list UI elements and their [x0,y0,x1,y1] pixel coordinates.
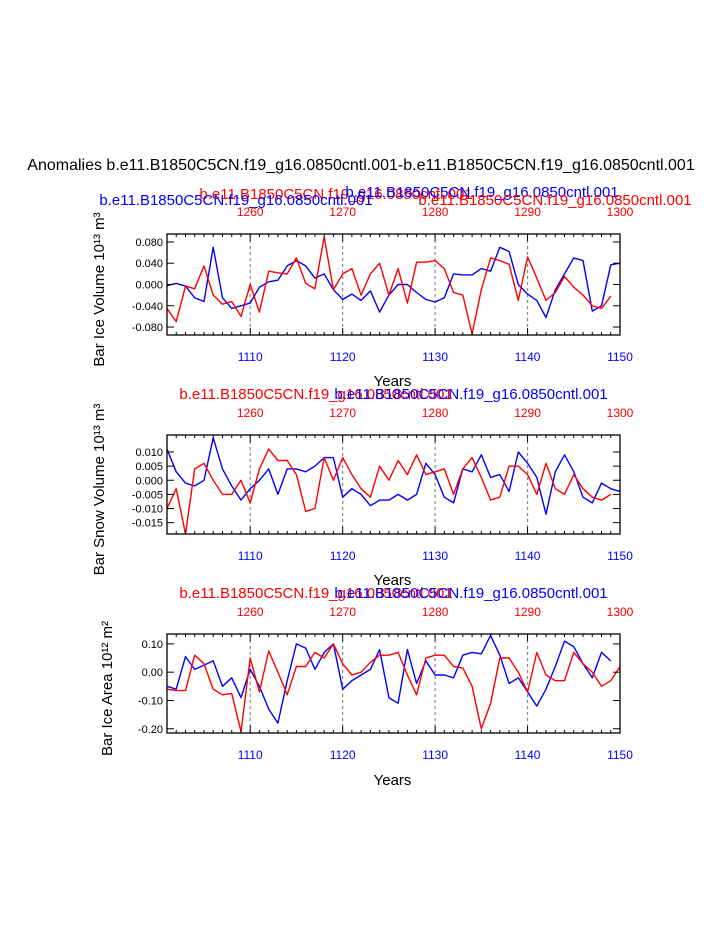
y-tick-label: -0.20 [138,724,163,736]
x-bottom-tick-label: 1120 [330,350,356,364]
x-bottom-tick-label: 1110 [238,350,263,364]
y-tick-label: -0.005 [132,489,163,501]
series-line-red [166,235,612,335]
x-axis-title: Years [374,772,412,789]
plot-frame [166,434,621,535]
panel-snow-volume: b.e11.B1850C5CN.f19_g16.0850cntl.001 b.e… [179,386,607,403]
y-tick-label: 0.080 [135,237,163,249]
panel1-title-blue: b.e11.B1850C5CN.f19_g16.0850cntl.001 [99,192,372,209]
x-bottom-tick-label: 1150 [607,350,633,364]
x-top-tick-label: 1300 [607,605,634,619]
x-bottom-tick-label: 1130 [422,549,448,563]
series-line-blue [166,437,621,515]
plot-frame [166,633,621,734]
x-bottom-tick-label: 1120 [330,748,356,762]
y-tick-label: -0.10 [138,695,163,707]
panel1-title-red-overlap: b.e11.B1850C5CN.f19_g16.0850cntl.001 [199,186,472,203]
x-top-tick-label: 1280 [422,205,449,219]
y-tick-label: 0.10 [142,639,163,651]
y-axis-title: Bar Snow Volume 10¹³ m³ [91,404,108,576]
x-bottom-tick-label: 1140 [515,350,541,364]
chart-1: -0.080 -0.040 0.000 0.040 0.080 1110 1120 1130 1… [91,205,634,390]
panel2-title-red: b.e11.B1850C5CN.f19_g16.0850cntl.001 [179,386,452,403]
y-axis-title: Bar Ice Volume 10¹³ m³ [91,212,108,366]
x-axis-title: Years [374,373,412,390]
x-top-tick-label: 1260 [237,205,264,219]
y-tick-label: -0.080 [132,322,163,334]
x-bottom-tick-label: 1140 [515,748,541,762]
panel1-title-blue-overlap: b.e11.B1850C5CN.f19_g16.0850cntl.001 [345,184,618,201]
panel-ice-area: b.e11.B1850C5CN.f19_g16.0850cntl.001 b.e… [179,585,607,602]
x-bottom-tick-label: 1140 [515,549,541,563]
y-tick-label: 0.010 [135,447,163,459]
x-top-tick-label: 1300 [607,205,634,219]
x-bottom-tick-label: 1130 [422,350,448,364]
x-top-tick-label: 1280 [422,406,449,420]
panel3-title-red: b.e11.B1850C5CN.f19_g16.0850cntl.001 [179,585,452,602]
x-top-tick-label: 1300 [607,406,634,420]
x-bottom-tick-label: 1130 [422,748,448,762]
x-top-tick-label: 1260 [237,406,264,420]
y-tick-label: 0.040 [135,258,163,270]
figure-title: Anomalies b.e11.B1850C5CN.f19_g16.0850cn… [27,157,695,174]
y-tick-label: -0.015 [132,518,163,530]
x-bottom-tick-label: 1110 [238,549,263,563]
x-axis-title: Years [374,572,412,589]
x-top-tick-label: 1290 [514,605,541,619]
x-bottom-tick-label: 1110 [238,748,263,762]
y-tick-label: -0.040 [132,301,163,313]
x-top-tick-label: 1280 [422,605,449,619]
y-tick-label: -0.010 [132,504,163,516]
plot-frame [166,233,621,336]
plot-layer: -0.080 -0.040 0.000 0.040 0.080 1110 1120 1130 1… [91,205,634,789]
x-bottom-tick-label: 1150 [607,748,633,762]
x-top-tick-label: 1290 [514,406,541,420]
y-tick-label: 0.005 [135,461,163,473]
y-tick-label: 0.000 [135,280,163,292]
panel3-title-blue: b.e11.B1850C5CN.f19_g16.0850cntl.001 [334,585,607,602]
y-tick-label: 0.00 [142,667,163,679]
panel1-title-red: b.e11.B1850C5CN.f19_g16.0850cntl.001 [418,192,691,209]
series-line-red [166,643,621,733]
x-top-tick-label: 1290 [514,205,541,219]
series-line-red [166,448,612,535]
series-line-blue [166,246,621,319]
x-top-tick-label: 1270 [329,605,356,619]
x-bottom-tick-label: 1150 [607,549,633,563]
x-bottom-tick-label: 1120 [330,549,356,563]
y-axis-title: Bar Ice Area 10¹² m² [99,621,116,756]
x-top-tick-label: 1260 [237,605,264,619]
panel-ice-volume: b.e11.B1850C5CN.f19_g16.0850cntl.001 b.e… [99,184,691,209]
chart-3: -0.20 -0.10 0.00 0.10 1110 1120 1130 1140 1150 12… [99,605,634,789]
chart-2: -0.015 -0.010 -0.005 0.000 0.005 0.010 1110 112… [91,404,634,589]
panel2-title-blue: b.e11.B1850C5CN.f19_g16.0850cntl.001 [334,386,607,403]
x-top-tick-label: 1270 [329,406,356,420]
y-tick-label: 0.000 [135,475,163,487]
series-line-blue [166,634,612,724]
x-top-tick-label: 1270 [329,205,356,219]
